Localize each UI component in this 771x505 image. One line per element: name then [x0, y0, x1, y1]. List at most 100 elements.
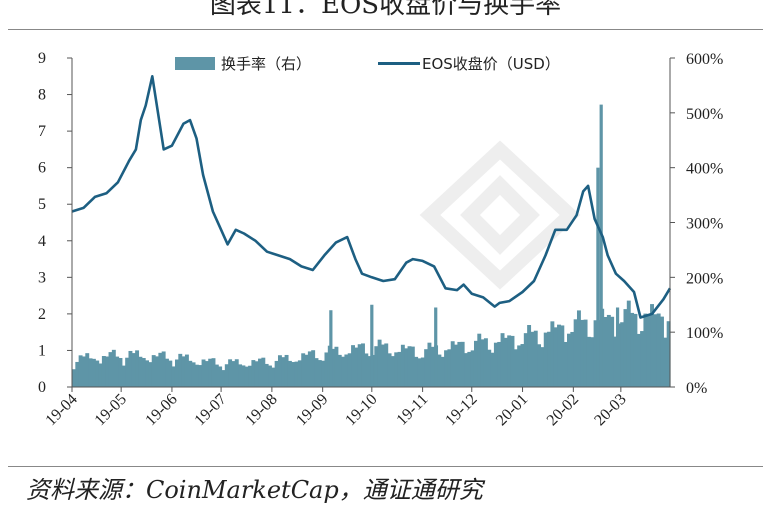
turnover-bar: [390, 356, 395, 387]
turnover-bar: [523, 333, 528, 387]
top-divider: [8, 29, 763, 30]
turnover-bar: [105, 356, 110, 387]
turnover-bar: [125, 357, 130, 387]
turnover-bar: [417, 358, 422, 387]
turnover-bar: [228, 359, 233, 387]
x-tick-label: 19-04: [42, 391, 80, 429]
bottom-divider: [8, 466, 763, 467]
turnover-bar: [387, 353, 392, 387]
turnover-bar: [573, 319, 578, 387]
turnover-peak-bar: [434, 307, 438, 387]
turnover-bar: [294, 361, 299, 387]
turnover-bar: [640, 331, 645, 387]
turnover-bar: [311, 350, 316, 387]
turnover-bar: [248, 365, 252, 387]
turnover-bar: [567, 333, 571, 387]
turnover-bar: [171, 366, 176, 387]
turnover-bar: [361, 343, 365, 387]
turnover-bar: [131, 353, 136, 387]
turnover-bar: [473, 340, 478, 387]
left-tick-label: 3: [38, 269, 46, 286]
turnover-bar: [111, 349, 116, 387]
turnover-bar: [85, 353, 90, 387]
turnover-bar: [483, 338, 488, 387]
left-tick-label: 7: [38, 123, 46, 140]
turnover-bar: [663, 337, 668, 387]
turnover-bar: [138, 356, 143, 387]
turnover-bar: [394, 352, 399, 387]
right-tick-label: 600%: [686, 51, 723, 68]
left-tick-label: 5: [38, 196, 46, 213]
right-tick-label: 300%: [686, 216, 723, 233]
turnover-bar: [633, 313, 638, 387]
turnover-bar: [204, 361, 209, 387]
turnover-bar: [78, 355, 83, 387]
turnover-bar: [636, 333, 641, 387]
turnover-bar: [284, 354, 289, 387]
turnover-bar: [344, 354, 349, 387]
x-tick-label: 20-02: [544, 391, 582, 429]
turnover-bar: [307, 351, 312, 387]
turnover-bar: [380, 344, 385, 387]
turnover-bar: [297, 360, 302, 387]
turnover-bar: [337, 354, 342, 387]
turnover-bar: [414, 356, 419, 387]
x-tick-label: 19-05: [92, 391, 130, 429]
turnover-bar: [287, 360, 292, 387]
watermark: [419, 140, 581, 290]
turnover-bar: [224, 364, 229, 387]
turnover-bar: [450, 341, 455, 387]
turnover-bar: [650, 304, 654, 387]
turnover-bar: [191, 362, 196, 387]
turnover-bar: [291, 362, 296, 387]
turnover-bar: [274, 360, 279, 387]
turnover-bar: [503, 337, 508, 387]
turnover-bar: [507, 335, 512, 387]
turnover-bar: [583, 319, 588, 387]
turnover-bar: [271, 367, 276, 387]
turnover-bar: [493, 342, 498, 387]
turnover-bar: [145, 360, 150, 387]
turnover-bar: [218, 366, 223, 387]
turnover-bar: [238, 364, 243, 387]
turnover-bar: [115, 356, 120, 387]
turnover-bar: [407, 346, 412, 387]
turnover-bar: [487, 349, 492, 387]
legend: 换手率（右） EOS收盘价（USD）: [175, 55, 560, 73]
turnover-bar: [161, 351, 166, 387]
turnover-bar: [400, 344, 405, 387]
turnover-bar: [454, 344, 458, 387]
turnover-bar: [576, 310, 581, 387]
turnover-bar: [258, 358, 262, 387]
turnover-bar: [427, 342, 432, 387]
turnover-bar: [510, 335, 515, 387]
turnover-bar: [570, 331, 575, 387]
turnover-bar: [653, 314, 658, 387]
turnover-peak-bar: [329, 310, 333, 387]
x-tick-label: 20-01: [493, 391, 531, 429]
turnover-bar: [430, 346, 435, 387]
right-tick-label: 100%: [686, 325, 723, 342]
turnover-bar: [184, 354, 189, 387]
x-tick-label: 19-11: [393, 391, 431, 429]
turnover-bar: [334, 346, 339, 387]
turnover-bar: [480, 339, 485, 387]
turnover-bar: [281, 357, 286, 387]
left-tick-label: 1: [38, 342, 46, 359]
turnover-bar: [141, 358, 146, 387]
turnover-bar: [424, 349, 429, 387]
turnover-bar: [351, 345, 355, 387]
turnover-bar: [181, 356, 186, 387]
turnover-bar: [440, 356, 445, 387]
turnover-bar: [437, 354, 442, 387]
left-tick-label: 9: [38, 50, 46, 67]
turnover-bar: [151, 355, 156, 387]
turnover-bar: [543, 332, 548, 387]
turnover-bar: [530, 331, 535, 387]
turnover-bar: [613, 336, 618, 387]
turnover-bar: [666, 321, 671, 387]
turnover-peak-bar: [615, 307, 620, 387]
legend-turnover-swatch: [175, 57, 215, 70]
right-tick-label: 500%: [686, 106, 723, 123]
turnover-bar: [404, 348, 409, 387]
